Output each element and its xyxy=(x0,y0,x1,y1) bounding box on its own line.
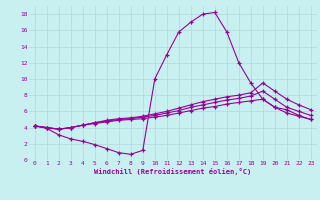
X-axis label: Windchill (Refroidissement éolien,°C): Windchill (Refroidissement éolien,°C) xyxy=(94,168,252,175)
